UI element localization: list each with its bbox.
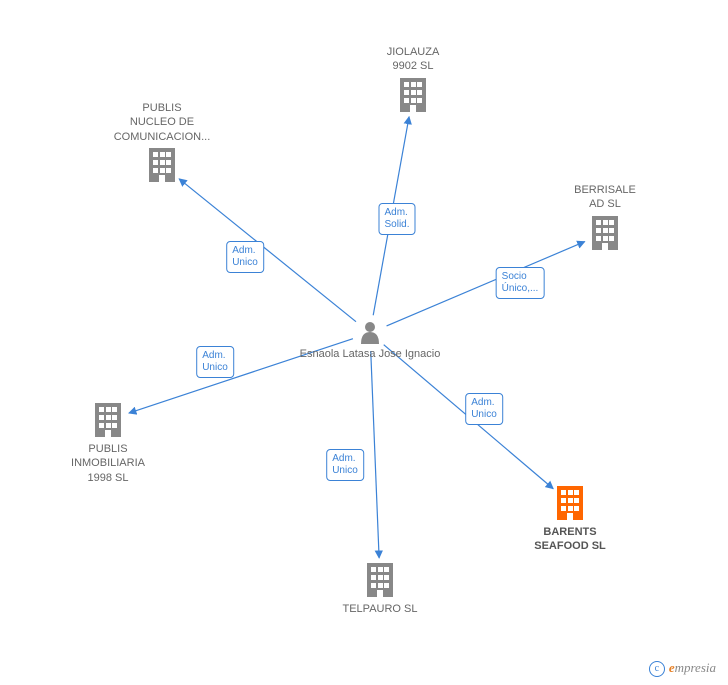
node-label-jiolauza: JIOLAUZA 9902 SL <box>387 45 440 74</box>
building-icon-publis_inmo <box>95 403 121 437</box>
building-icon-jiolauza <box>400 78 426 112</box>
person-label: Esnaola Latasa Jose Ignacio <box>300 347 441 361</box>
building-icon-publis_nucleo <box>149 148 175 182</box>
edge-label-telpauro: Adm. Unico <box>326 449 364 481</box>
node-label-telpauro: TELPAURO SL <box>343 602 418 616</box>
edge-label-publis_inmo: Adm. Unico <box>196 346 234 378</box>
copyright-icon: c <box>649 661 665 677</box>
edge-label-barents: Adm. Unico <box>465 393 503 425</box>
node-label-publis_nucleo: PUBLIS NUCLEO DE COMUNICACION... <box>114 101 211 144</box>
building-icon-berrisale <box>592 216 618 250</box>
logo-text: mpresia <box>675 660 716 675</box>
edge-berrisale <box>387 242 585 326</box>
edge-label-publis_nucleo: Adm. Unico <box>226 241 264 273</box>
node-label-berrisale: BERRISALE AD SL <box>574 183 636 212</box>
node-label-publis_inmo: PUBLIS INMOBILIARIA 1998 SL <box>71 442 145 485</box>
edge-label-berrisale: Socio Único,... <box>496 267 545 299</box>
person-icon <box>361 322 379 344</box>
network-svg <box>0 0 728 685</box>
edge-publis_nucleo <box>179 179 356 322</box>
building-icon-telpauro <box>367 563 393 597</box>
building-icon-barents <box>557 486 583 520</box>
logo: cempresia <box>649 660 716 677</box>
edge-label-jiolauza: Adm. Solid. <box>378 203 415 235</box>
edge-telpauro <box>371 351 379 558</box>
node-label-barents: BARENTS SEAFOOD SL <box>534 525 606 554</box>
